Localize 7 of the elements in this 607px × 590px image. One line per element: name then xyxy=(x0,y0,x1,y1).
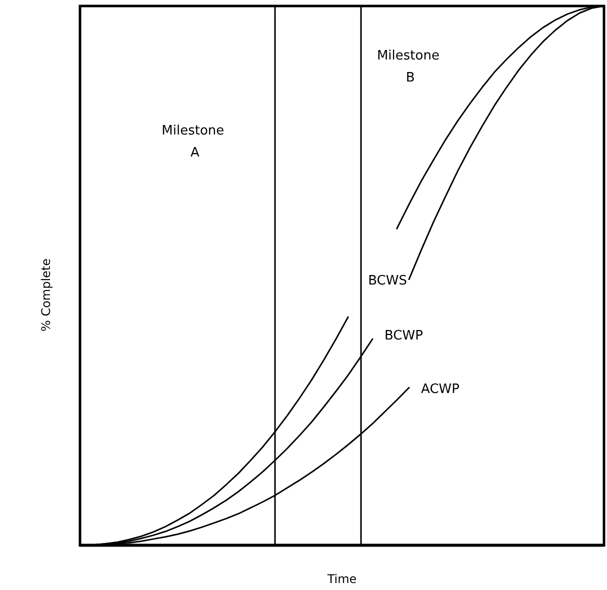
annotation: Milestone B xyxy=(376,48,444,86)
series-label: ACWP xyxy=(421,382,460,398)
annotation: Milestone A xyxy=(162,124,228,160)
x-axis-title: Time xyxy=(326,572,357,586)
y-axis-title: % Complete xyxy=(39,258,53,332)
series-label: BCWP xyxy=(384,328,424,344)
text: BCWS xyxy=(368,274,407,289)
